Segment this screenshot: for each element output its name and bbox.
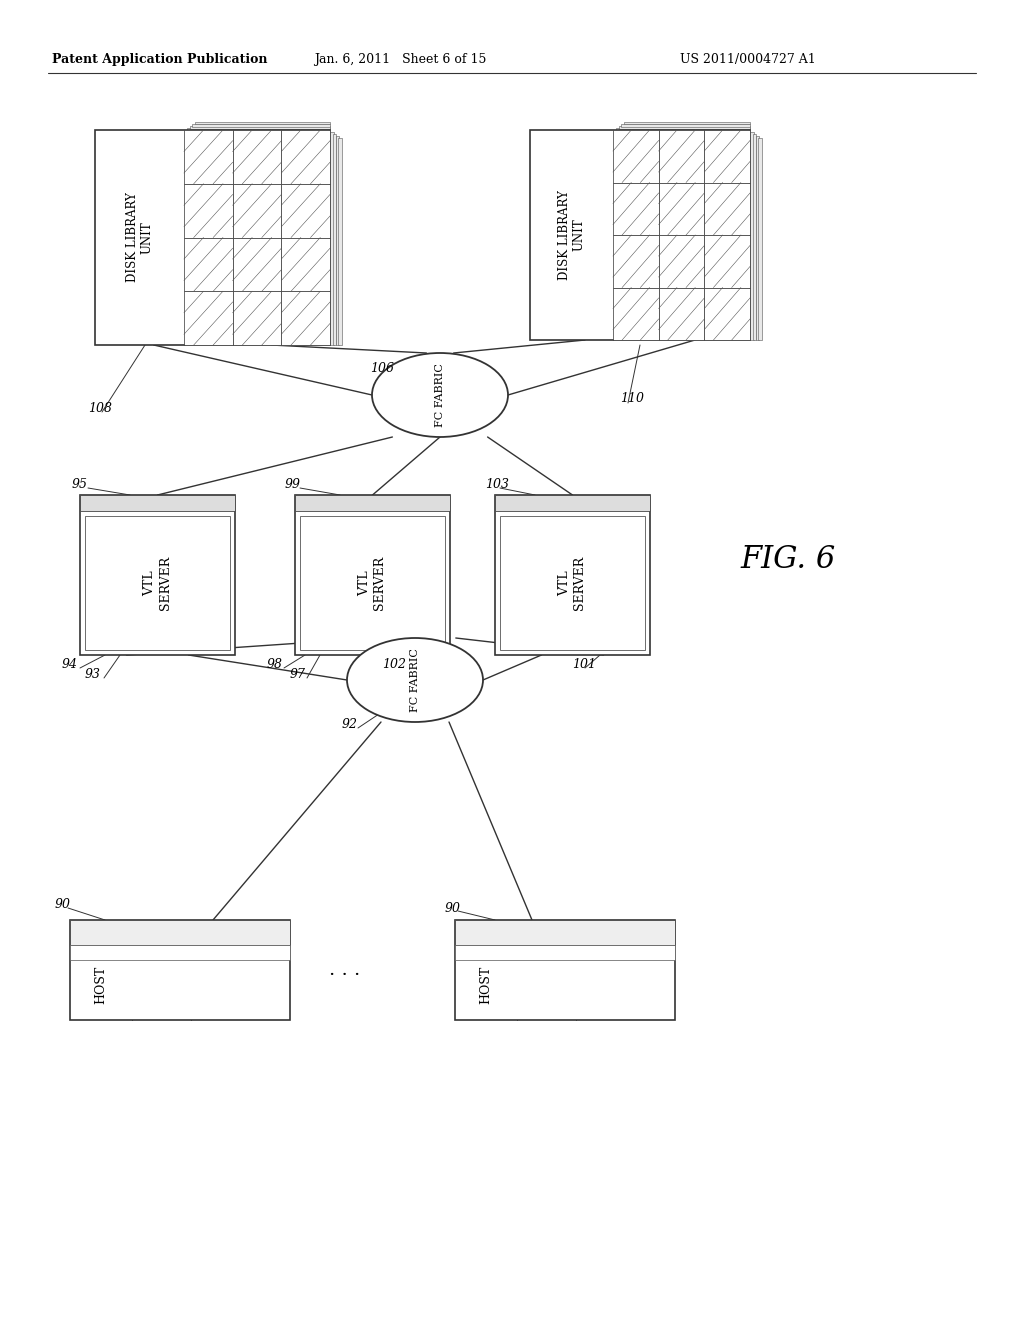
Bar <box>300 516 445 649</box>
Bar <box>618 125 750 128</box>
Text: 99: 99 <box>285 478 301 491</box>
Bar <box>750 132 754 341</box>
Text: 98: 98 <box>267 659 283 672</box>
Bar <box>282 183 330 238</box>
Bar <box>282 129 330 183</box>
Bar <box>658 129 705 182</box>
Bar <box>184 292 232 345</box>
Bar <box>495 495 650 511</box>
Text: . . .: . . . <box>330 961 360 979</box>
Bar <box>613 288 658 341</box>
Bar <box>186 128 330 131</box>
Text: HOST: HOST <box>479 966 493 1005</box>
Bar <box>282 238 330 292</box>
Text: 101: 101 <box>572 659 596 672</box>
Bar <box>658 182 705 235</box>
Text: US 2011/0004727 A1: US 2011/0004727 A1 <box>680 54 816 66</box>
Text: HOST: HOST <box>94 966 108 1005</box>
Bar <box>193 124 330 127</box>
Bar <box>336 136 339 345</box>
Bar <box>705 129 750 182</box>
Bar <box>295 495 450 655</box>
Text: Patent Application Publication: Patent Application Publication <box>52 54 267 66</box>
Bar <box>530 129 750 341</box>
Bar <box>184 129 232 183</box>
Bar <box>184 183 232 238</box>
Bar <box>232 238 282 292</box>
Bar <box>500 516 645 649</box>
Text: DISK LIBRARY
UNIT: DISK LIBRARY UNIT <box>557 190 586 280</box>
Bar <box>625 121 750 124</box>
Bar <box>282 292 330 345</box>
Text: FIG. 6: FIG. 6 <box>740 544 836 576</box>
Bar <box>759 139 762 341</box>
Bar <box>70 945 290 960</box>
Bar <box>189 125 330 128</box>
Text: VTL
SERVER: VTL SERVER <box>358 556 386 610</box>
Text: FC FABRIC: FC FABRIC <box>410 648 420 711</box>
Bar <box>330 132 334 345</box>
Text: VTL
SERVER: VTL SERVER <box>143 556 171 610</box>
Bar <box>455 920 675 945</box>
Text: FC FABRIC: FC FABRIC <box>435 363 445 426</box>
Text: 94: 94 <box>62 659 78 672</box>
Bar <box>658 288 705 341</box>
Bar <box>232 292 282 345</box>
Bar <box>613 235 658 288</box>
Bar <box>658 235 705 288</box>
Text: DISK LIBRARY
UNIT: DISK LIBRARY UNIT <box>126 193 154 282</box>
Text: 106: 106 <box>370 362 394 375</box>
Bar <box>613 182 658 235</box>
Bar <box>455 945 675 960</box>
Bar <box>615 128 750 131</box>
Text: 97: 97 <box>290 668 306 681</box>
Text: VTL
SERVER: VTL SERVER <box>558 556 587 610</box>
Text: 103: 103 <box>485 478 509 491</box>
Bar <box>705 182 750 235</box>
Text: 90: 90 <box>55 899 71 912</box>
Bar <box>232 129 282 183</box>
Text: Jan. 6, 2011   Sheet 6 of 15: Jan. 6, 2011 Sheet 6 of 15 <box>313 54 486 66</box>
Bar <box>613 129 658 182</box>
Bar <box>295 495 450 511</box>
Text: 92: 92 <box>342 718 358 731</box>
Bar <box>85 516 230 649</box>
Text: 93: 93 <box>85 668 101 681</box>
Text: 95: 95 <box>72 478 88 491</box>
Text: 90: 90 <box>445 902 461 915</box>
Text: 102: 102 <box>382 659 406 672</box>
Bar <box>70 920 290 945</box>
Bar <box>495 495 650 655</box>
Ellipse shape <box>347 638 483 722</box>
Bar <box>705 288 750 341</box>
Bar <box>753 135 757 341</box>
Bar <box>80 495 234 655</box>
Bar <box>70 920 290 1020</box>
Bar <box>232 183 282 238</box>
Bar <box>705 235 750 288</box>
Bar <box>80 495 234 511</box>
Bar <box>338 139 342 345</box>
Text: 110: 110 <box>620 392 644 404</box>
Ellipse shape <box>372 352 508 437</box>
Bar <box>756 136 759 341</box>
Bar <box>95 129 330 345</box>
Bar <box>333 135 336 345</box>
Bar <box>184 238 232 292</box>
Bar <box>622 124 750 127</box>
Bar <box>455 920 675 1020</box>
Bar <box>196 121 330 124</box>
Text: 108: 108 <box>88 401 112 414</box>
